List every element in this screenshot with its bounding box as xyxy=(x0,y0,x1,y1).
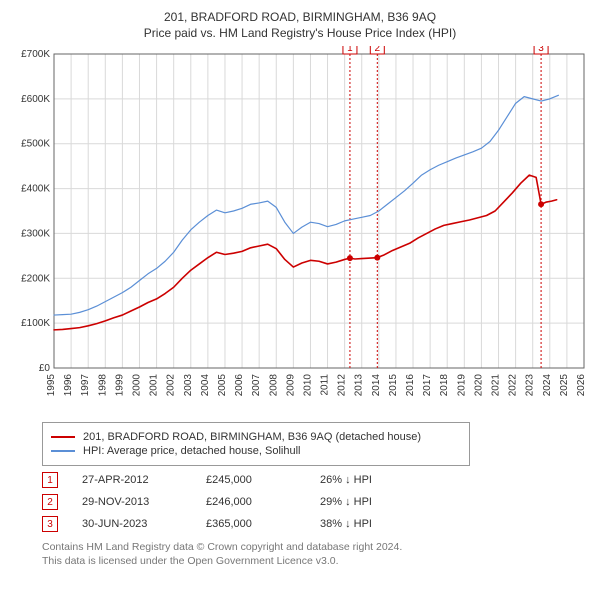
svg-text:2023: 2023 xyxy=(525,374,536,397)
event-price: £365,000 xyxy=(206,518,296,530)
svg-text:1997: 1997 xyxy=(80,374,91,397)
svg-text:2024: 2024 xyxy=(542,374,553,397)
svg-text:1995: 1995 xyxy=(46,374,57,397)
svg-text:2005: 2005 xyxy=(217,374,228,397)
svg-text:2001: 2001 xyxy=(149,374,160,397)
svg-text:1: 1 xyxy=(347,46,353,54)
event-delta: 26% ↓ HPI xyxy=(320,474,372,486)
price-chart: £0 £100K £200K £300K £400K £500K £600K £700K 199… xyxy=(8,46,592,416)
event-date: 29-NOV-2013 xyxy=(82,496,182,508)
svg-text:2025: 2025 xyxy=(559,374,570,397)
svg-text:2019: 2019 xyxy=(456,374,467,397)
svg-text:2003: 2003 xyxy=(183,374,194,397)
svg-text:2016: 2016 xyxy=(405,374,416,397)
footnote: Contains HM Land Registry data © Crown c… xyxy=(42,540,592,568)
event-date: 30-JUN-2023 xyxy=(82,518,182,530)
event-row: 3 30-JUN-2023 £365,000 38% ↓ HPI xyxy=(42,516,592,532)
svg-text:£600K: £600K xyxy=(21,94,50,105)
svg-text:2012: 2012 xyxy=(337,374,348,397)
svg-text:2006: 2006 xyxy=(234,374,245,397)
event-price: £245,000 xyxy=(206,474,296,486)
event-price: £246,000 xyxy=(206,496,296,508)
svg-text:2: 2 xyxy=(375,46,381,54)
svg-text:2009: 2009 xyxy=(285,374,296,397)
svg-text:2013: 2013 xyxy=(354,374,365,397)
svg-text:£200K: £200K xyxy=(21,273,50,284)
event-badge: 3 xyxy=(42,516,58,532)
event-delta: 29% ↓ HPI xyxy=(320,496,372,508)
legend-item: 201, BRADFORD ROAD, BIRMINGHAM, B36 9AQ … xyxy=(51,431,461,443)
svg-text:2026: 2026 xyxy=(576,374,587,397)
event-date: 27-APR-2012 xyxy=(82,474,182,486)
svg-text:2008: 2008 xyxy=(268,374,279,397)
event-row: 1 27-APR-2012 £245,000 26% ↓ HPI xyxy=(42,472,592,488)
page-title: 201, BRADFORD ROAD, BIRMINGHAM, B36 9AQ xyxy=(8,10,592,24)
svg-text:2000: 2000 xyxy=(131,374,142,397)
svg-text:2015: 2015 xyxy=(388,374,399,397)
event-badge: 2 xyxy=(42,494,58,510)
svg-text:3: 3 xyxy=(538,46,544,54)
svg-text:2021: 2021 xyxy=(491,374,502,397)
events-table: 1 27-APR-2012 £245,000 26% ↓ HPI 2 29-NOV-201… xyxy=(8,472,592,532)
event-badge: 1 xyxy=(42,472,58,488)
legend-label: 201, BRADFORD ROAD, BIRMINGHAM, B36 9AQ … xyxy=(83,431,421,443)
svg-text:2010: 2010 xyxy=(302,374,313,397)
event-delta: 38% ↓ HPI xyxy=(320,518,372,530)
svg-text:2011: 2011 xyxy=(320,374,331,396)
svg-text:£100K: £100K xyxy=(21,318,50,329)
legend-swatch xyxy=(51,436,75,438)
svg-text:£0: £0 xyxy=(39,363,51,374)
chart-svg: £0 £100K £200K £300K £400K £500K £600K £700K 199… xyxy=(8,46,592,416)
svg-text:1998: 1998 xyxy=(97,374,108,397)
event-row: 2 29-NOV-2013 £246,000 29% ↓ HPI xyxy=(42,494,592,510)
legend: 201, BRADFORD ROAD, BIRMINGHAM, B36 9AQ … xyxy=(42,422,470,466)
svg-text:2022: 2022 xyxy=(508,374,519,397)
svg-text:2002: 2002 xyxy=(166,374,177,397)
footnote-line: This data is licensed under the Open Gov… xyxy=(42,554,592,568)
legend-swatch xyxy=(51,450,75,452)
svg-text:2017: 2017 xyxy=(422,374,433,397)
svg-text:£500K: £500K xyxy=(21,139,50,150)
svg-text:£400K: £400K xyxy=(21,184,50,195)
legend-item: HPI: Average price, detached house, Soli… xyxy=(51,445,461,457)
svg-text:1996: 1996 xyxy=(63,374,74,397)
legend-label: HPI: Average price, detached house, Soli… xyxy=(83,445,301,457)
svg-text:2004: 2004 xyxy=(200,374,211,397)
svg-text:1999: 1999 xyxy=(114,374,125,397)
svg-text:2018: 2018 xyxy=(439,374,450,397)
footnote-line: Contains HM Land Registry data © Crown c… xyxy=(42,540,592,554)
svg-text:£700K: £700K xyxy=(21,49,50,60)
svg-text:£300K: £300K xyxy=(21,228,50,239)
svg-text:2007: 2007 xyxy=(251,374,262,397)
svg-text:2014: 2014 xyxy=(371,374,382,397)
svg-text:2020: 2020 xyxy=(473,374,484,397)
page-subtitle: Price paid vs. HM Land Registry's House … xyxy=(8,26,592,40)
